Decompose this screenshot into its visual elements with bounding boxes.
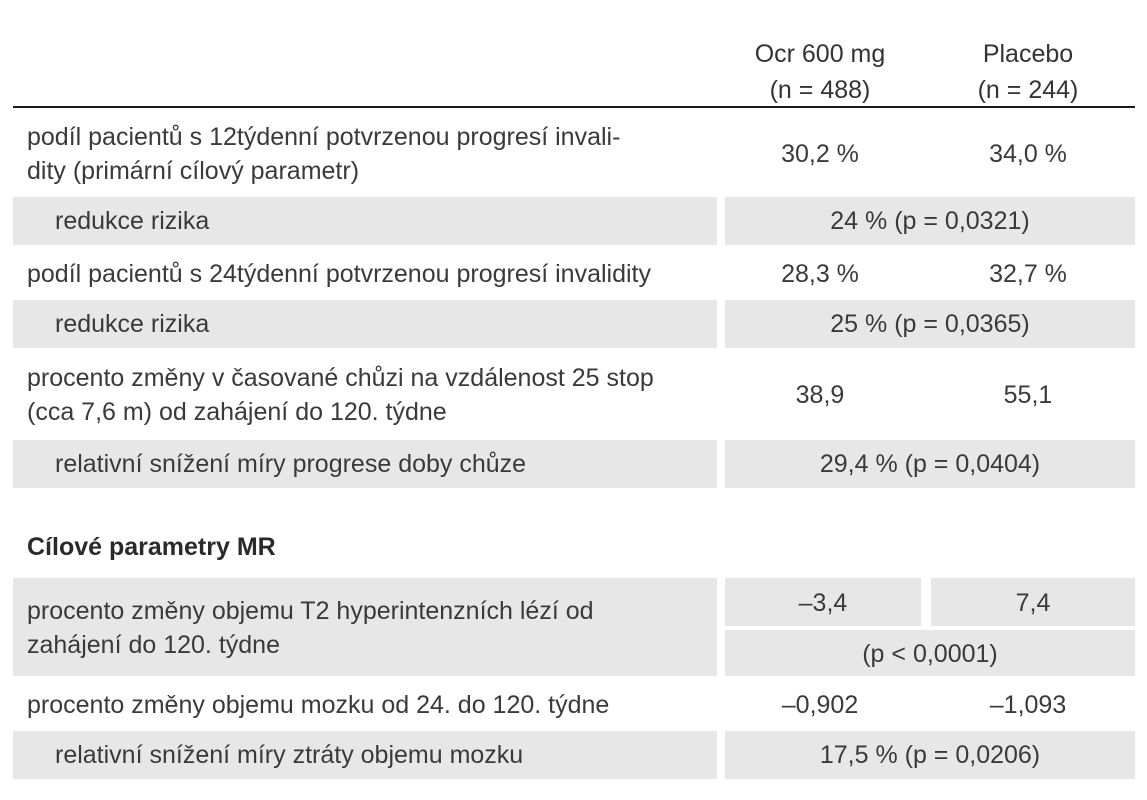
column-header-placebo: Placebo (n = 244) [933,36,1123,108]
row-label-walk-progression-reduction: relativní snížení míry progrese doby chů… [55,450,527,478]
row-label-timed-walk: procento změny v časované chůzi na vzdál… [27,361,654,429]
ocr-value-12week: 30,2 % [781,140,859,168]
row-label-brain-volume-change: procento změny objemu mozku od 24. do 12… [27,691,610,719]
placebo-value-24week: 32,7 % [989,260,1067,288]
placebo-value-12week: 34,0 % [989,140,1067,168]
placebo-value-t2-lesion: 7,4 [1015,589,1051,617]
shaded-cell [13,300,717,348]
risk-reduction-12week-value: 24 % (p = 0,0321) [830,207,1030,235]
shaded-cell [725,197,1135,245]
row-label-12week-progression: podíl pacientů s 12týdenní potvrzenou pr… [27,120,620,188]
ocr-value-timed-walk: 38,9 [795,381,845,409]
section-title-mr: Cílové parametry MR [27,533,276,561]
row-label-line: dity (primární cílový parametr) [27,157,360,185]
shaded-cell [725,440,1135,488]
t2-lesion-p-value: (p < 0,0001) [862,640,998,668]
shaded-cell [13,731,717,779]
shaded-cell [13,440,717,488]
brain-volume-loss-reduction-value: 17,5 % (p = 0,0206) [819,741,1041,769]
row-label-t2-lesion-volume: procento změny objemu T2 hyperintenzních… [27,594,594,662]
header-divider [13,106,1135,108]
row-label-risk-reduction-24week: redukce rizika [55,310,210,338]
shaded-cell [725,578,921,626]
row-label-line: podíl pacientů s 12týdenní potvrzenou pr… [27,123,621,151]
placebo-value-brain-volume: –1,093 [989,691,1067,719]
column-header-ocrelizumab: Ocr 600 mg (n = 488) [725,36,915,108]
row-label-line: (cca 7,6 m) od zahájení do 120. týdne [27,398,447,426]
risk-reduction-24week-value: 25 % (p = 0,0365) [830,310,1030,338]
shaded-cell [725,300,1135,348]
row-label-risk-reduction-12week: redukce rizika [55,207,210,235]
row-label-brain-volume-loss-reduction: relativní snížení míry ztráty objemu moz… [55,741,524,769]
ocr-value-t2-lesion: –3,4 [798,589,848,617]
shaded-cell [13,197,717,245]
walk-progression-reduction-value: 29,4 % (p = 0,0404) [819,450,1041,478]
row-label-line: procento změny objemu T2 hyperintenzních… [27,597,594,625]
column-header-ocr-name: Ocr 600 mg [754,40,886,68]
column-header-placebo-n: (n = 244) [977,76,1079,104]
row-label-line: zahájení do 120. týdne [27,631,280,659]
placebo-value-timed-walk: 55,1 [1003,381,1053,409]
shaded-cell [725,630,1135,676]
ocr-value-brain-volume: –0,902 [781,691,859,719]
shaded-cell [931,578,1135,626]
column-header-ocr-n: (n = 488) [769,76,871,104]
row-label-line: procento změny v časované chůzi na vzdál… [27,364,654,392]
column-header-placebo-name: Placebo [982,40,1074,68]
row-label-24week-progression: podíl pacientů s 24týdenní potvrzenou pr… [27,260,651,288]
shaded-cell [725,731,1135,779]
ocr-value-24week: 28,3 % [781,260,859,288]
shaded-cell [13,578,717,676]
